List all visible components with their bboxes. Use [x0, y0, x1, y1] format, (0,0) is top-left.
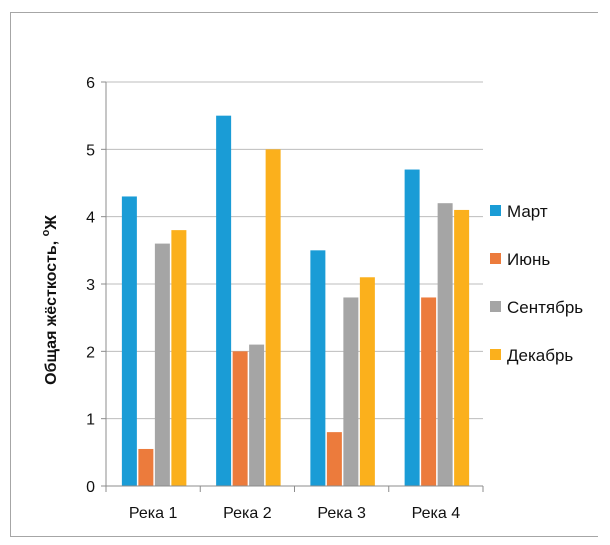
- bar-2-2: [232, 351, 248, 486]
- x-tick-label: Река 3: [317, 505, 366, 522]
- chart-frame: [10, 12, 602, 537]
- legend-label: Март: [507, 202, 548, 221]
- bar-4-4: [454, 209, 470, 486]
- bars: [121, 115, 470, 487]
- y-tick-label: 2: [86, 344, 95, 361]
- x-tick-label: Река 4: [412, 505, 461, 522]
- gridlines: [106, 81, 483, 420]
- legend-swatch: [490, 253, 501, 264]
- bar-3-2: [326, 432, 342, 486]
- y-tick-labels: 0 1 2 3 4 5 6: [86, 75, 95, 496]
- legend-label: Декабрь: [507, 346, 573, 365]
- bar-4-2: [421, 297, 437, 486]
- bar-3-4: [359, 277, 375, 486]
- bar-4-1: [404, 169, 420, 487]
- y-tick-label: 3: [86, 277, 95, 294]
- legend-label: Июнь: [507, 250, 550, 269]
- y-tick-label: 1: [86, 412, 95, 429]
- y-tick-label: 6: [86, 75, 95, 92]
- x-tick-label: Река 1: [129, 505, 178, 522]
- y-axis-label: Общая жёсткость, оЖ: [40, 215, 60, 385]
- bar-1-4: [171, 230, 187, 486]
- legend: Март Июнь Сентябрь Декабрь: [490, 202, 583, 365]
- bar-2-4: [265, 149, 281, 487]
- legend-label: Сентябрь: [507, 298, 583, 317]
- bar-1-2: [138, 448, 154, 486]
- x-tick-label: Река 2: [223, 505, 272, 522]
- bar-2-1: [216, 115, 232, 487]
- y-tick-label: 4: [86, 210, 95, 227]
- legend-swatch: [490, 205, 501, 216]
- axes: [101, 81, 484, 492]
- bar-4-3: [437, 203, 453, 486]
- bar-1-1: [121, 196, 137, 486]
- y-tick-label: 5: [86, 142, 95, 159]
- bar-3-3: [343, 297, 359, 486]
- x-tick-labels: Река 1 Река 2 Река 3 Река 4: [129, 505, 460, 522]
- legend-swatch: [490, 301, 501, 312]
- bar-1-3: [154, 243, 170, 486]
- bar-2-3: [249, 344, 265, 486]
- chart-frame-cutoff: [598, 12, 610, 545]
- legend-swatch: [490, 349, 501, 360]
- y-tick-label: 0: [86, 479, 95, 496]
- bar-3-1: [310, 250, 326, 486]
